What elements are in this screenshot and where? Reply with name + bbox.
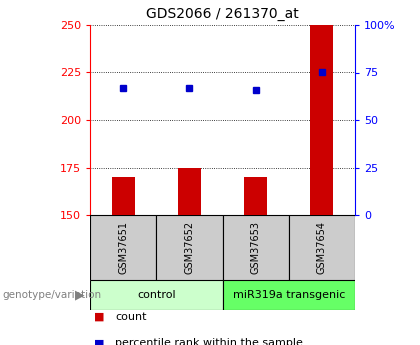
Text: GSM37651: GSM37651	[118, 221, 128, 274]
Text: control: control	[137, 290, 176, 300]
Bar	[289, 215, 355, 280]
Text: GSM37654: GSM37654	[317, 221, 327, 274]
Text: ■: ■	[94, 312, 105, 322]
Bar	[178, 168, 201, 215]
Text: percentile rank within the sample: percentile rank within the sample	[115, 338, 303, 345]
Text: ■: ■	[94, 338, 105, 345]
Title: GDS2066 / 261370_at: GDS2066 / 261370_at	[146, 7, 299, 21]
Bar	[90, 215, 156, 280]
Text: count: count	[115, 312, 147, 322]
Bar	[223, 215, 289, 280]
Bar	[112, 177, 135, 215]
Text: miR319a transgenic: miR319a transgenic	[233, 290, 345, 300]
Text: genotype/variation: genotype/variation	[2, 290, 101, 300]
Bar	[310, 25, 333, 215]
Text: GSM37653: GSM37653	[251, 221, 261, 274]
Text: GSM37652: GSM37652	[184, 221, 194, 274]
Bar	[223, 280, 355, 310]
Bar	[156, 215, 223, 280]
Bar	[90, 280, 223, 310]
Text: ▶: ▶	[75, 288, 84, 302]
Bar	[244, 177, 267, 215]
